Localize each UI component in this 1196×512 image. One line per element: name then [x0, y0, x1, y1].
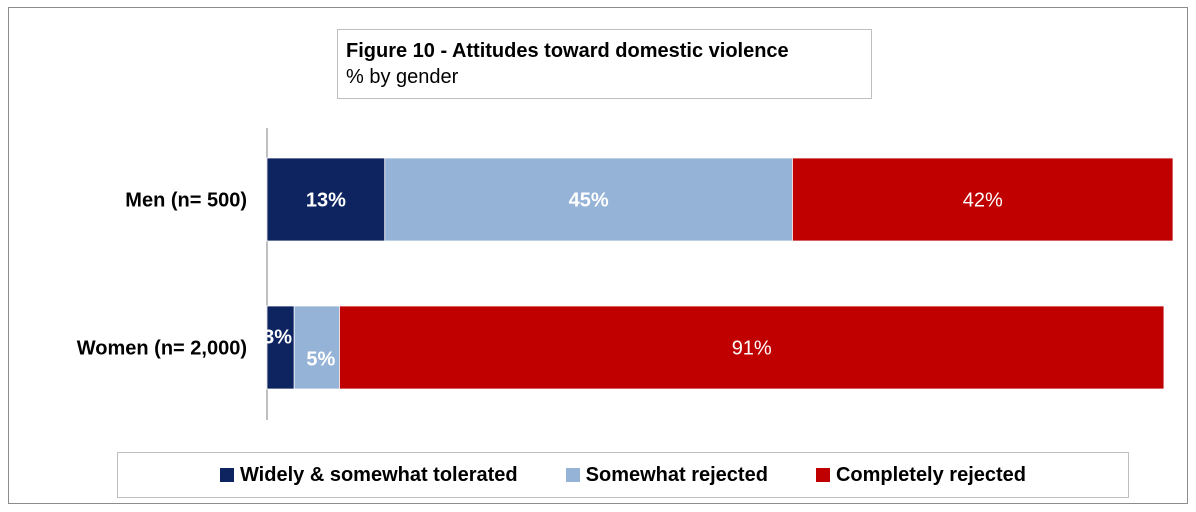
data-label: 5%	[306, 349, 335, 371]
bar-segment	[293, 305, 340, 390]
legend-swatch-tolerated	[219, 468, 234, 482]
bar-segment	[792, 157, 1174, 242]
bar-segment	[339, 305, 1165, 390]
chart-legend: Widely & somewhat tolerated Somewhat rej…	[117, 452, 1129, 498]
data-label: 42%	[963, 190, 1003, 212]
category-label: Women (n= 2,000)	[77, 338, 247, 360]
data-label: 3%	[263, 327, 292, 349]
legend-item-somewhat-rejected: Somewhat rejected	[565, 463, 768, 487]
legend-label-tolerated: Widely & somewhat tolerated	[239, 463, 518, 486]
data-label: 91%	[732, 338, 772, 360]
data-label: 45%	[569, 190, 609, 212]
legend-item-tolerated: Widely & somewhat tolerated	[219, 463, 518, 487]
chart-subtitle: % by gender	[346, 66, 459, 88]
bar-segment	[266, 157, 386, 242]
bar-segment	[384, 157, 793, 242]
chart-title: Figure 10 - Attitudes toward domestic vi…	[346, 40, 789, 62]
legend-label-completely-rejected: Completely rejected	[835, 463, 1027, 486]
bar-segment	[266, 305, 295, 390]
category-label: Men (n= 500)	[125, 190, 247, 212]
legend-swatch-somewhat-rejected	[565, 468, 580, 482]
data-label: 13%	[306, 190, 346, 212]
legend-swatch-completely-rejected	[815, 468, 830, 482]
legend-label-somewhat-rejected: Somewhat rejected	[585, 463, 768, 486]
chart-title-box: Figure 10 - Attitudes toward domestic vi…	[337, 29, 872, 99]
legend-item-completely-rejected: Completely rejected	[815, 463, 1027, 487]
